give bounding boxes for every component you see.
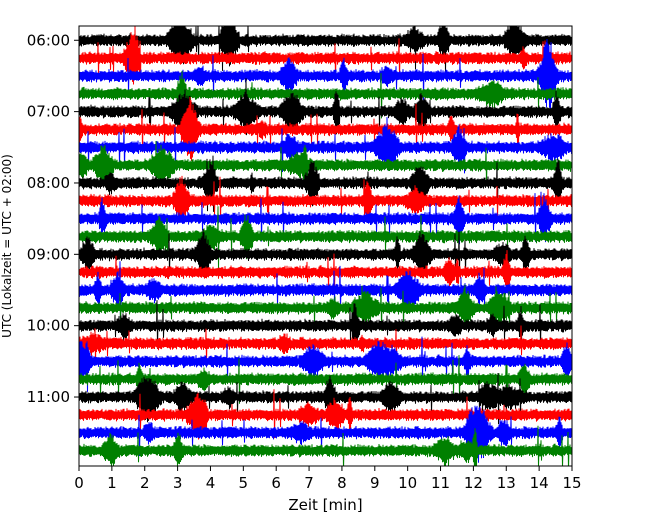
trace-1115 <box>79 389 572 440</box>
trace-0800 <box>79 155 572 212</box>
trace-1145 <box>79 425 572 466</box>
trace-0715 <box>79 96 572 162</box>
x-tick-label-11: 11 <box>431 474 450 492</box>
x-axis: 0 1 2 3 4 5 6 7 8 9 10 11 12 13 14 15 <box>74 466 582 492</box>
trace-0900 <box>79 229 572 278</box>
x-tick-label-6: 6 <box>271 474 281 492</box>
trace-0830 <box>79 191 572 245</box>
trace-1100 <box>79 372 572 425</box>
x-tick-label-14: 14 <box>530 474 549 492</box>
y-axis-title: UTC (Lokalzeit = UTC + 02:00) <box>0 154 14 338</box>
trace-1000 <box>79 300 572 350</box>
x-tick-label-1: 1 <box>107 474 117 492</box>
y-tick-label-1100: 11:00 <box>27 388 70 406</box>
trace-0930 <box>79 261 572 325</box>
y-tick-label-0700: 07:00 <box>27 103 70 121</box>
x-tick-label-2: 2 <box>140 474 150 492</box>
trace-0845 <box>79 206 572 269</box>
trace-1030 <box>79 336 572 392</box>
y-axis: 06:00 07:00 08:00 09:00 10:00 11:00 <box>27 31 79 406</box>
trace-1130 <box>79 405 572 463</box>
x-tick-label-8: 8 <box>337 474 347 492</box>
trace-0915 <box>79 250 572 292</box>
trace-0600 <box>79 26 572 75</box>
x-tick-label-9: 9 <box>370 474 380 492</box>
x-tick-label-0: 0 <box>74 474 84 492</box>
y-tick-label-0900: 09:00 <box>27 245 70 263</box>
x-tick-label-5: 5 <box>239 474 249 492</box>
trace-0630 <box>79 39 572 113</box>
trace-0615 <box>79 26 572 85</box>
trace-0945 <box>79 284 572 331</box>
trace-0815 <box>79 175 572 223</box>
x-tick-label-15: 15 <box>562 474 581 492</box>
plot-frame <box>78 25 573 467</box>
y-tick-label-0800: 08:00 <box>27 174 70 192</box>
x-tick-label-13: 13 <box>497 474 516 492</box>
trace-0745 <box>79 140 572 188</box>
y-tick-label-1000: 10:00 <box>27 317 70 335</box>
x-tick-label-4: 4 <box>206 474 216 492</box>
trace-1045 <box>79 355 572 404</box>
x-axis-title: Zeit [min] <box>288 496 362 514</box>
x-tick-label-7: 7 <box>304 474 314 492</box>
x-tick-label-10: 10 <box>398 474 417 492</box>
trace-0700 <box>79 78 572 136</box>
x-tick-label-3: 3 <box>173 474 183 492</box>
trace-group <box>79 26 572 466</box>
y-tick-label-0600: 06:00 <box>27 31 70 49</box>
trace-1015 <box>79 325 572 364</box>
trace-0645 <box>79 70 572 119</box>
x-tick-label-12: 12 <box>464 474 483 492</box>
